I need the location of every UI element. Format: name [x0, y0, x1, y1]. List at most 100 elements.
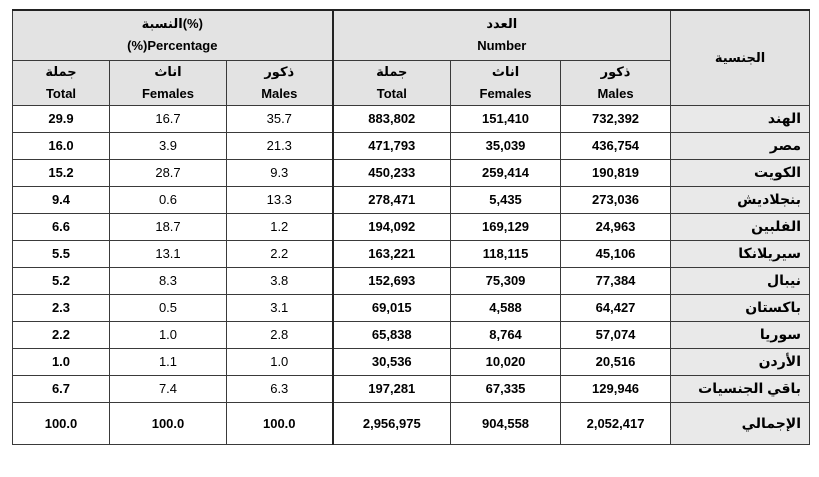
num-total-cell: 163,221 [332, 239, 452, 268]
num-males-header: ذكور Males [560, 59, 672, 106]
pct-females-header-en: Females [141, 85, 195, 101]
pct-males-header: ذكور Males [225, 59, 334, 106]
num-total-cell: 69,015 [332, 293, 452, 322]
table-row: 2.3 0.5 3.1 69,015 4,588 64,427 باكستان [12, 293, 811, 322]
num-total-cell: 197,281 [332, 374, 452, 403]
num-total-cell: 450,233 [332, 158, 452, 187]
pct-males-cell: 13.3 [225, 185, 334, 214]
num-total-cell: 194,092 [332, 212, 452, 241]
pct-total-cell: 2.3 [12, 293, 110, 322]
num-females-cell: 4,588 [450, 293, 562, 322]
pct-males-cell: 2.2 [225, 239, 334, 268]
pct-females-cell: 0.6 [109, 185, 227, 214]
table-row: 5.2 8.3 3.8 152,693 75,309 77,384 نيبال [12, 266, 811, 295]
total-pct-males-cell: 100.0 [225, 401, 334, 445]
number-group-header: العدد Number [332, 9, 672, 61]
pct-males-cell: 3.1 [225, 293, 334, 322]
num-females-cell: 8,764 [450, 320, 562, 349]
nationality-cell: سيريلانكا [670, 239, 811, 268]
pct-females-cell: 1.0 [109, 320, 227, 349]
nationality-statistics-table: النسبة(%) (%)Percentage العدد Number الج… [11, 9, 811, 445]
pct-females-cell: 8.3 [109, 266, 227, 295]
num-females-header-en: Females [479, 85, 532, 101]
table-row: 6.6 18.7 1.2 194,092 169,129 24,963 الفلبين [12, 212, 811, 241]
pct-total-cell: 2.2 [12, 320, 110, 349]
num-males-header-ar: ذكور [600, 63, 631, 79]
total-num-females-cell: 904,558 [450, 401, 562, 445]
num-total-header: جملة Total [332, 59, 452, 106]
pct-females-header: اناث Females [109, 59, 227, 106]
table-row: 6.7 7.4 6.3 197,281 67,335 129,946 باقي الجنسي… [12, 374, 811, 403]
num-males-cell: 732,392 [560, 104, 672, 133]
num-total-header-en: Total [376, 85, 407, 101]
num-females-cell: 10,020 [450, 347, 562, 376]
pct-males-cell: 1.0 [225, 347, 334, 376]
table-row: 29.9 16.7 35.7 883,802 151,410 732,392 الهند [12, 104, 811, 133]
num-females-cell: 118,115 [450, 239, 562, 268]
pct-total-cell: 15.2 [12, 158, 110, 187]
pct-males-cell: 6.3 [225, 374, 334, 403]
table-row: 1.0 1.1 1.0 30,536 10,020 20,516 الأردن [12, 347, 811, 376]
table-row: 15.2 28.7 9.3 450,233 259,414 190,819 الكويت [12, 158, 811, 187]
pct-total-cell: 29.9 [12, 104, 110, 133]
num-total-cell: 65,838 [332, 320, 452, 349]
num-total-header-ar: جملة [376, 63, 408, 79]
percentage-header-en: (%)Percentage [127, 38, 218, 54]
num-females-cell: 259,414 [450, 158, 562, 187]
num-males-cell: 20,516 [560, 347, 672, 376]
pct-total-cell: 6.7 [12, 374, 110, 403]
pct-males-header-ar: ذكور [264, 63, 295, 79]
pct-females-cell: 3.9 [109, 131, 227, 160]
total-row: 100.0 100.0 100.0 2,956,975 904,558 2,052,417… [12, 401, 811, 445]
nationality-cell: سوريا [670, 320, 811, 349]
pct-males-cell: 1.2 [225, 212, 334, 241]
nationality-cell: الكويت [670, 158, 811, 187]
num-total-cell: 152,693 [332, 266, 452, 295]
pct-males-cell: 35.7 [225, 104, 334, 133]
table-row: 5.5 13.1 2.2 163,221 118,115 45,106 سيريلانكا [12, 239, 811, 268]
total-num-males-cell: 2,052,417 [560, 401, 672, 445]
nationality-cell: الأردن [670, 347, 811, 376]
pct-males-cell: 21.3 [225, 131, 334, 160]
pct-females-cell: 1.1 [109, 347, 227, 376]
pct-total-cell: 16.0 [12, 131, 110, 160]
num-total-cell: 278,471 [332, 185, 452, 214]
nationality-cell: الهند [670, 104, 811, 133]
num-females-cell: 151,410 [450, 104, 562, 133]
num-males-cell: 129,946 [560, 374, 672, 403]
nationality-cell: بنجلاديش [670, 185, 811, 214]
num-total-cell: 883,802 [332, 104, 452, 133]
num-males-header-en: Males [597, 85, 634, 101]
table-row: 2.2 1.0 2.8 65,838 8,764 57,074 سوريا [12, 320, 811, 349]
pct-females-cell: 13.1 [109, 239, 227, 268]
num-total-cell: 471,793 [332, 131, 452, 160]
num-females-cell: 35,039 [450, 131, 562, 160]
pct-total-cell: 5.5 [12, 239, 110, 268]
nationality-cell: باقي الجنسيات [670, 374, 811, 403]
num-males-cell: 64,427 [560, 293, 672, 322]
pct-males-cell: 2.8 [225, 320, 334, 349]
pct-total-cell: 5.2 [12, 266, 110, 295]
total-nationality-cell: الإجمالي [670, 401, 811, 445]
num-females-header: اناث Females [450, 59, 562, 106]
table-row: 9.4 0.6 13.3 278,471 5,435 273,036 بنجلاديش [12, 185, 811, 214]
nationality-cell: باكستان [670, 293, 811, 322]
pct-total-cell: 9.4 [12, 185, 110, 214]
pct-females-cell: 0.5 [109, 293, 227, 322]
pct-females-cell: 28.7 [109, 158, 227, 187]
number-header-ar: العدد [486, 16, 518, 32]
num-males-cell: 273,036 [560, 185, 672, 214]
pct-females-cell: 18.7 [109, 212, 227, 241]
num-females-cell: 169,129 [450, 212, 562, 241]
num-males-cell: 24,963 [560, 212, 672, 241]
percentage-group-header: النسبة(%) (%)Percentage [11, 9, 334, 61]
pct-total-cell: 1.0 [12, 347, 110, 376]
pct-males-cell: 9.3 [225, 158, 334, 187]
total-pct-total-cell: 100.0 [12, 401, 110, 445]
pct-females-header-ar: اناث [154, 63, 182, 79]
num-males-cell: 77,384 [560, 266, 672, 295]
percentage-header-ar: النسبة(%) [141, 16, 203, 32]
pct-total-cell: 6.6 [12, 212, 110, 241]
nationality-header-ar: الجنسية [714, 49, 766, 65]
nationality-cell: مصر [670, 131, 811, 160]
